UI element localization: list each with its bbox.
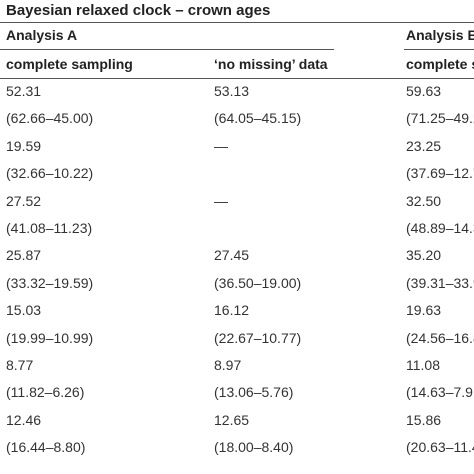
- table-title: Bayesian relaxed clock – crown ages: [6, 2, 271, 19]
- header-rule: [0, 78, 474, 79]
- table-cell: (24.56–16.8: [406, 330, 474, 346]
- group-rule-a: [0, 49, 334, 50]
- table-cell: 8.77: [6, 357, 34, 373]
- table-cell: 12.65: [214, 412, 250, 428]
- table-cell: 35.20: [406, 247, 442, 263]
- table-cell: (62.66–45.00): [6, 110, 94, 126]
- table-cell: —: [214, 138, 228, 154]
- table-cell: —: [214, 193, 228, 209]
- table-cell: (19.99–10.99): [6, 330, 94, 346]
- table-cell: 19.59: [6, 138, 42, 154]
- table-cell: 23.25: [406, 138, 442, 154]
- table-cell: 8.97: [214, 357, 242, 373]
- group-header-analysis-a: Analysis A: [6, 27, 78, 43]
- table-cell: 59.63: [406, 83, 442, 99]
- table-cell: 27.45: [214, 247, 250, 263]
- table-cell: (22.67–10.77): [214, 330, 302, 346]
- table-cell: (71.25–49.2: [406, 110, 474, 126]
- table-cell: (11.82–6.26): [6, 384, 85, 400]
- table-cell: 27.52: [6, 193, 42, 209]
- group-header-analysis-b: Analysis B: [406, 27, 474, 43]
- group-rule-b: [404, 49, 474, 50]
- table-cell: (36.50–19.00): [214, 275, 302, 291]
- column-header-complete-sampling-b: complete sampling: [406, 56, 474, 72]
- table-cell: 15.03: [6, 302, 42, 318]
- table-cell: 32.50: [406, 193, 442, 209]
- column-header-no-missing-data: ‘no missing’ data: [214, 56, 328, 72]
- table-cell: (37.69–12.7: [406, 165, 474, 181]
- table-cell: 53.13: [214, 83, 250, 99]
- top-rule: [0, 22, 474, 23]
- table-cell: (33.32–19.59): [6, 275, 94, 291]
- table-cell: (48.89–14.3: [406, 220, 474, 236]
- table-cell: (16.44–8.80): [6, 439, 86, 455]
- table-cell: 25.87: [6, 247, 42, 263]
- table-cell: 15.86: [406, 412, 442, 428]
- table-cell: 11.08: [406, 357, 440, 373]
- table-cell: 12.46: [6, 412, 42, 428]
- table-cell: 19.63: [406, 302, 442, 318]
- table-cell: (32.66–10.22): [6, 165, 94, 181]
- table-cell: (41.08–11.23): [6, 220, 93, 236]
- table-cell: (20.63–11.4: [406, 439, 474, 455]
- table-cell: (14.63–7.9: [406, 384, 473, 400]
- table-cell: 52.31: [6, 83, 42, 99]
- table-cell: (13.06–5.76): [214, 384, 294, 400]
- table-cell: (39.31–33.9: [406, 275, 474, 291]
- table-cell: (18.00–8.40): [214, 439, 294, 455]
- column-header-complete-sampling-a: complete sampling: [6, 56, 133, 72]
- table-cell: (64.05–45.15): [214, 110, 302, 126]
- table-cell: 16.12: [214, 302, 250, 318]
